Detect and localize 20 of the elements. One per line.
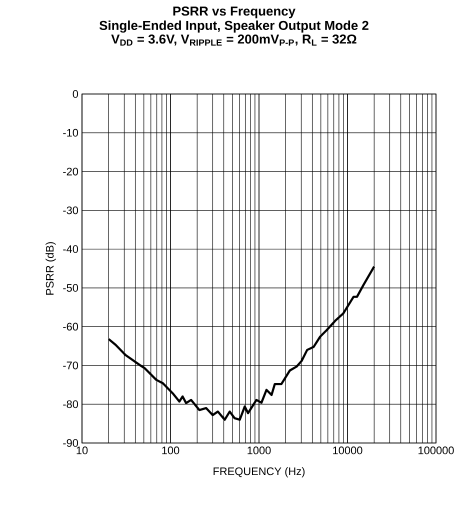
x-tick-label: 100 <box>162 446 180 454</box>
y-tick-label: -20 <box>63 168 78 176</box>
y-tick-label: 0 <box>72 90 78 98</box>
y-tick-label: -50 <box>63 284 78 292</box>
x-tick-label: 10000 <box>333 446 362 454</box>
chart-subtitle: Single-Ended Input, Speaker Output Mode 2 <box>99 20 368 33</box>
y-tick-label: -90 <box>63 439 78 447</box>
x-axis-title: FREQUENCY (Hz) <box>214 467 305 478</box>
y-tick-label: -40 <box>63 245 78 253</box>
y-tick-label: -70 <box>63 362 78 370</box>
y-tick-label: -30 <box>63 206 78 214</box>
y-tick-label: -10 <box>63 128 78 137</box>
y-axis-title: PSRR (dB) <box>46 242 56 295</box>
x-tick-label: 100000 <box>418 446 454 454</box>
chart-title: PSRR vs Frequency <box>173 6 296 18</box>
y-tick-label: -60 <box>63 322 78 331</box>
x-tick-label: 10 <box>76 446 88 454</box>
y-tick-label: -80 <box>63 400 78 408</box>
x-tick-label: 1000 <box>248 446 271 454</box>
text: V$_{DD}$ = 3.6V, V$_{RIPPLE}$ = 200mV$_{P-P}$, R$_{L}$ = 32Ω <box>111 34 356 46</box>
